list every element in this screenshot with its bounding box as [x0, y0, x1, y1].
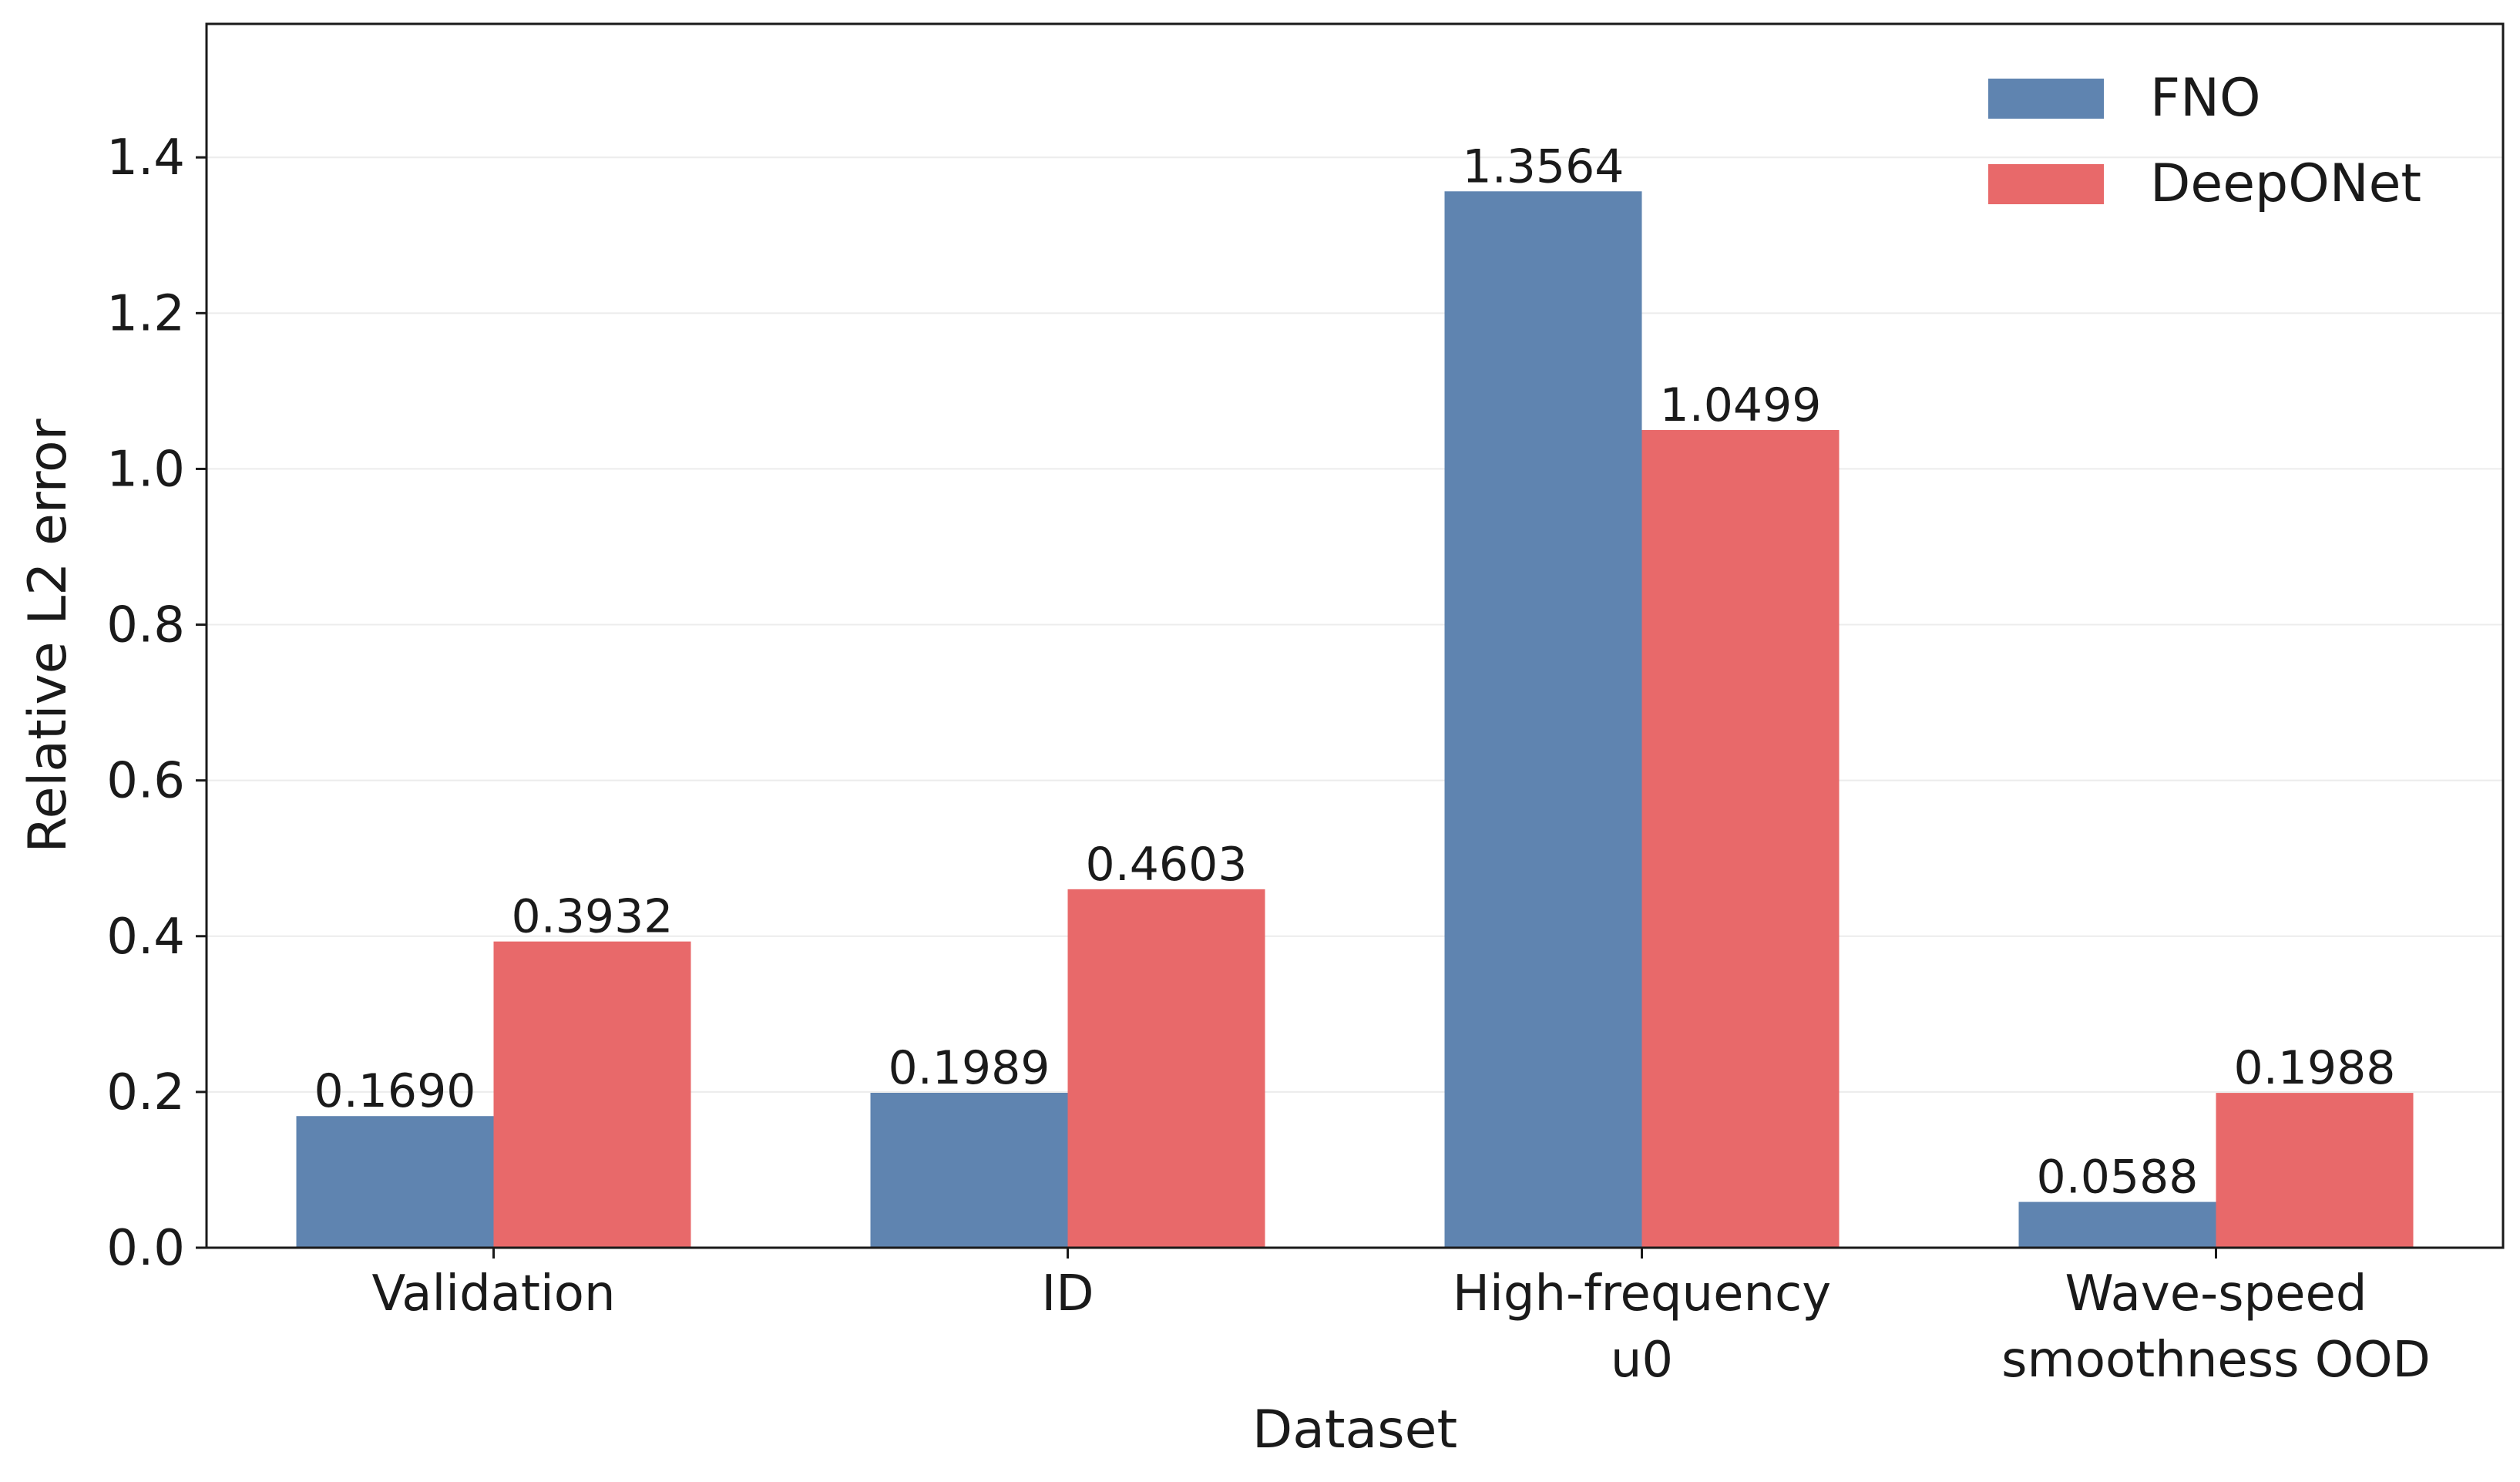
bar-fno	[1444, 191, 1642, 1248]
y-tick-label: 0.6	[106, 753, 185, 810]
bar-deeponet	[1067, 889, 1265, 1248]
y-tick-label: 0.2	[106, 1064, 185, 1121]
x-tick-label: u0	[1611, 1332, 1673, 1389]
legend: FNO DeepONet	[1988, 68, 2421, 214]
legend-label: DeepONet	[2150, 153, 2421, 214]
bar-fno	[2018, 1201, 2216, 1248]
x-tick-label: ID	[1041, 1265, 1094, 1322]
bar-value-label: 0.3932	[512, 890, 674, 944]
bar-value-label: 1.3564	[1463, 139, 1625, 193]
y-axis-ticks: 0.0 0.2 0.4 0.6 0.8 1.0 1.2 1.4	[106, 129, 207, 1277]
bar-deeponet	[2216, 1093, 2414, 1248]
bar-value-label: 0.1988	[2234, 1041, 2396, 1095]
y-tick-label: 1.4	[106, 129, 185, 187]
bar-value-label: 0.0588	[2037, 1151, 2199, 1205]
legend-label: FNO	[2150, 68, 2261, 129]
x-tick-label: High-frequency	[1453, 1265, 1831, 1322]
x-axis-ticks: Validation ID High-frequency u0 Wave-speed sm…	[371, 1248, 2431, 1389]
x-axis-title: Dataset	[1252, 1400, 1457, 1460]
x-tick-label: smoothness OOD	[2001, 1332, 2431, 1389]
bar-deeponet	[493, 941, 691, 1248]
bar-deeponet	[1641, 430, 1840, 1248]
y-tick-label: 0.0	[106, 1220, 185, 1277]
legend-swatch-fno	[1988, 79, 2104, 119]
y-tick-label: 0.8	[106, 597, 185, 654]
legend-swatch-deeponet	[1988, 164, 2104, 204]
bar-fno	[296, 1116, 494, 1248]
bars	[296, 191, 2414, 1248]
y-tick-label: 1.2	[106, 285, 185, 342]
y-tick-label: 0.4	[106, 909, 185, 966]
x-tick-label: Validation	[371, 1265, 615, 1322]
plot-frame	[205, 22, 2505, 1249]
bar-fno	[870, 1092, 1068, 1248]
y-axis-title: Relative L2 error	[18, 418, 79, 852]
bar-value-label: 0.4603	[1086, 838, 1248, 892]
bar-value-label: 0.1690	[314, 1064, 476, 1118]
bar-value-labels: 0.1690 0.3932 0.1989 0.4603 1.3564 1.0499 0.05…	[314, 139, 2396, 1204]
y-tick-label: 1.0	[106, 441, 185, 498]
bar-value-label: 0.1989	[889, 1041, 1050, 1095]
bar-value-label: 1.0499	[1660, 378, 1822, 432]
x-tick-label: Wave-speed	[2065, 1265, 2367, 1322]
